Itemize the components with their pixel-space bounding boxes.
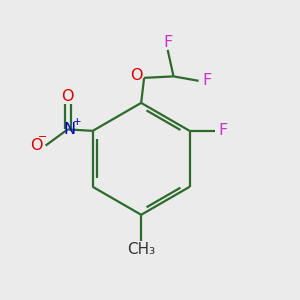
Text: CH₃: CH₃	[127, 242, 155, 257]
Text: +: +	[73, 117, 82, 127]
Text: −: −	[38, 132, 47, 142]
Text: O: O	[30, 138, 42, 153]
Text: F: F	[218, 123, 227, 138]
Text: F: F	[202, 73, 212, 88]
Text: O: O	[130, 68, 143, 83]
Text: F: F	[163, 35, 172, 50]
Text: N: N	[63, 122, 75, 137]
Text: O: O	[61, 88, 74, 104]
